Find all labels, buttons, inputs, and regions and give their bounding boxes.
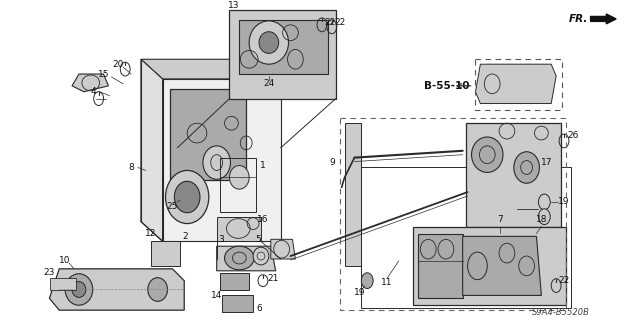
Polygon shape xyxy=(419,235,463,298)
Text: 16: 16 xyxy=(257,215,269,224)
Text: 2: 2 xyxy=(182,232,188,241)
Text: 21: 21 xyxy=(267,274,278,283)
Ellipse shape xyxy=(65,274,93,305)
Polygon shape xyxy=(220,273,249,291)
Text: 5: 5 xyxy=(255,235,261,244)
Ellipse shape xyxy=(538,194,550,210)
Text: 1: 1 xyxy=(260,161,266,170)
Ellipse shape xyxy=(174,181,200,213)
Text: 9: 9 xyxy=(329,158,335,167)
Text: 10: 10 xyxy=(60,256,71,266)
Text: 26: 26 xyxy=(567,131,579,140)
Text: B-55-10: B-55-10 xyxy=(424,81,470,91)
Text: 12: 12 xyxy=(145,229,156,238)
Ellipse shape xyxy=(362,273,373,289)
Text: 22: 22 xyxy=(558,276,570,285)
Polygon shape xyxy=(141,59,281,79)
Text: 6: 6 xyxy=(256,304,262,313)
Ellipse shape xyxy=(148,278,168,301)
Ellipse shape xyxy=(249,21,289,64)
Polygon shape xyxy=(239,20,328,74)
Ellipse shape xyxy=(230,165,249,189)
Ellipse shape xyxy=(203,146,230,179)
Polygon shape xyxy=(344,123,362,266)
Text: 24: 24 xyxy=(263,79,275,88)
Ellipse shape xyxy=(166,171,209,224)
Bar xyxy=(230,10,336,99)
Ellipse shape xyxy=(72,282,86,297)
Polygon shape xyxy=(476,64,556,104)
Bar xyxy=(151,241,180,266)
Polygon shape xyxy=(271,239,296,259)
Text: 18: 18 xyxy=(536,215,547,224)
Text: 17: 17 xyxy=(541,158,552,167)
Text: 8: 8 xyxy=(128,163,134,172)
Text: 4: 4 xyxy=(91,87,97,96)
Ellipse shape xyxy=(225,246,254,270)
Text: 25: 25 xyxy=(167,202,178,211)
Polygon shape xyxy=(217,217,261,241)
Polygon shape xyxy=(217,246,276,271)
Text: 22: 22 xyxy=(324,18,335,28)
Text: 20: 20 xyxy=(113,60,124,69)
Polygon shape xyxy=(463,236,541,295)
Text: FR.: FR. xyxy=(569,14,589,24)
Text: 3: 3 xyxy=(219,235,225,244)
Ellipse shape xyxy=(259,32,278,53)
Text: 19: 19 xyxy=(354,288,365,297)
Text: 11: 11 xyxy=(381,278,393,287)
Text: 19: 19 xyxy=(558,197,570,206)
Ellipse shape xyxy=(253,247,269,265)
Polygon shape xyxy=(170,89,246,180)
Polygon shape xyxy=(141,59,163,241)
Text: 14: 14 xyxy=(211,291,222,300)
Text: 13: 13 xyxy=(228,1,239,10)
Ellipse shape xyxy=(514,152,540,183)
Text: 22: 22 xyxy=(334,18,346,28)
Polygon shape xyxy=(51,278,76,291)
Polygon shape xyxy=(163,79,281,241)
Ellipse shape xyxy=(472,137,503,172)
Text: 15: 15 xyxy=(98,69,109,78)
Polygon shape xyxy=(466,123,561,227)
Polygon shape xyxy=(49,269,184,310)
Text: 23: 23 xyxy=(44,268,55,277)
Polygon shape xyxy=(72,74,108,92)
Text: 7: 7 xyxy=(497,215,503,224)
Text: S9A4-B5520B: S9A4-B5520B xyxy=(532,308,590,316)
FancyArrow shape xyxy=(591,14,616,24)
Polygon shape xyxy=(413,227,566,305)
Ellipse shape xyxy=(538,209,550,225)
Polygon shape xyxy=(221,295,253,312)
